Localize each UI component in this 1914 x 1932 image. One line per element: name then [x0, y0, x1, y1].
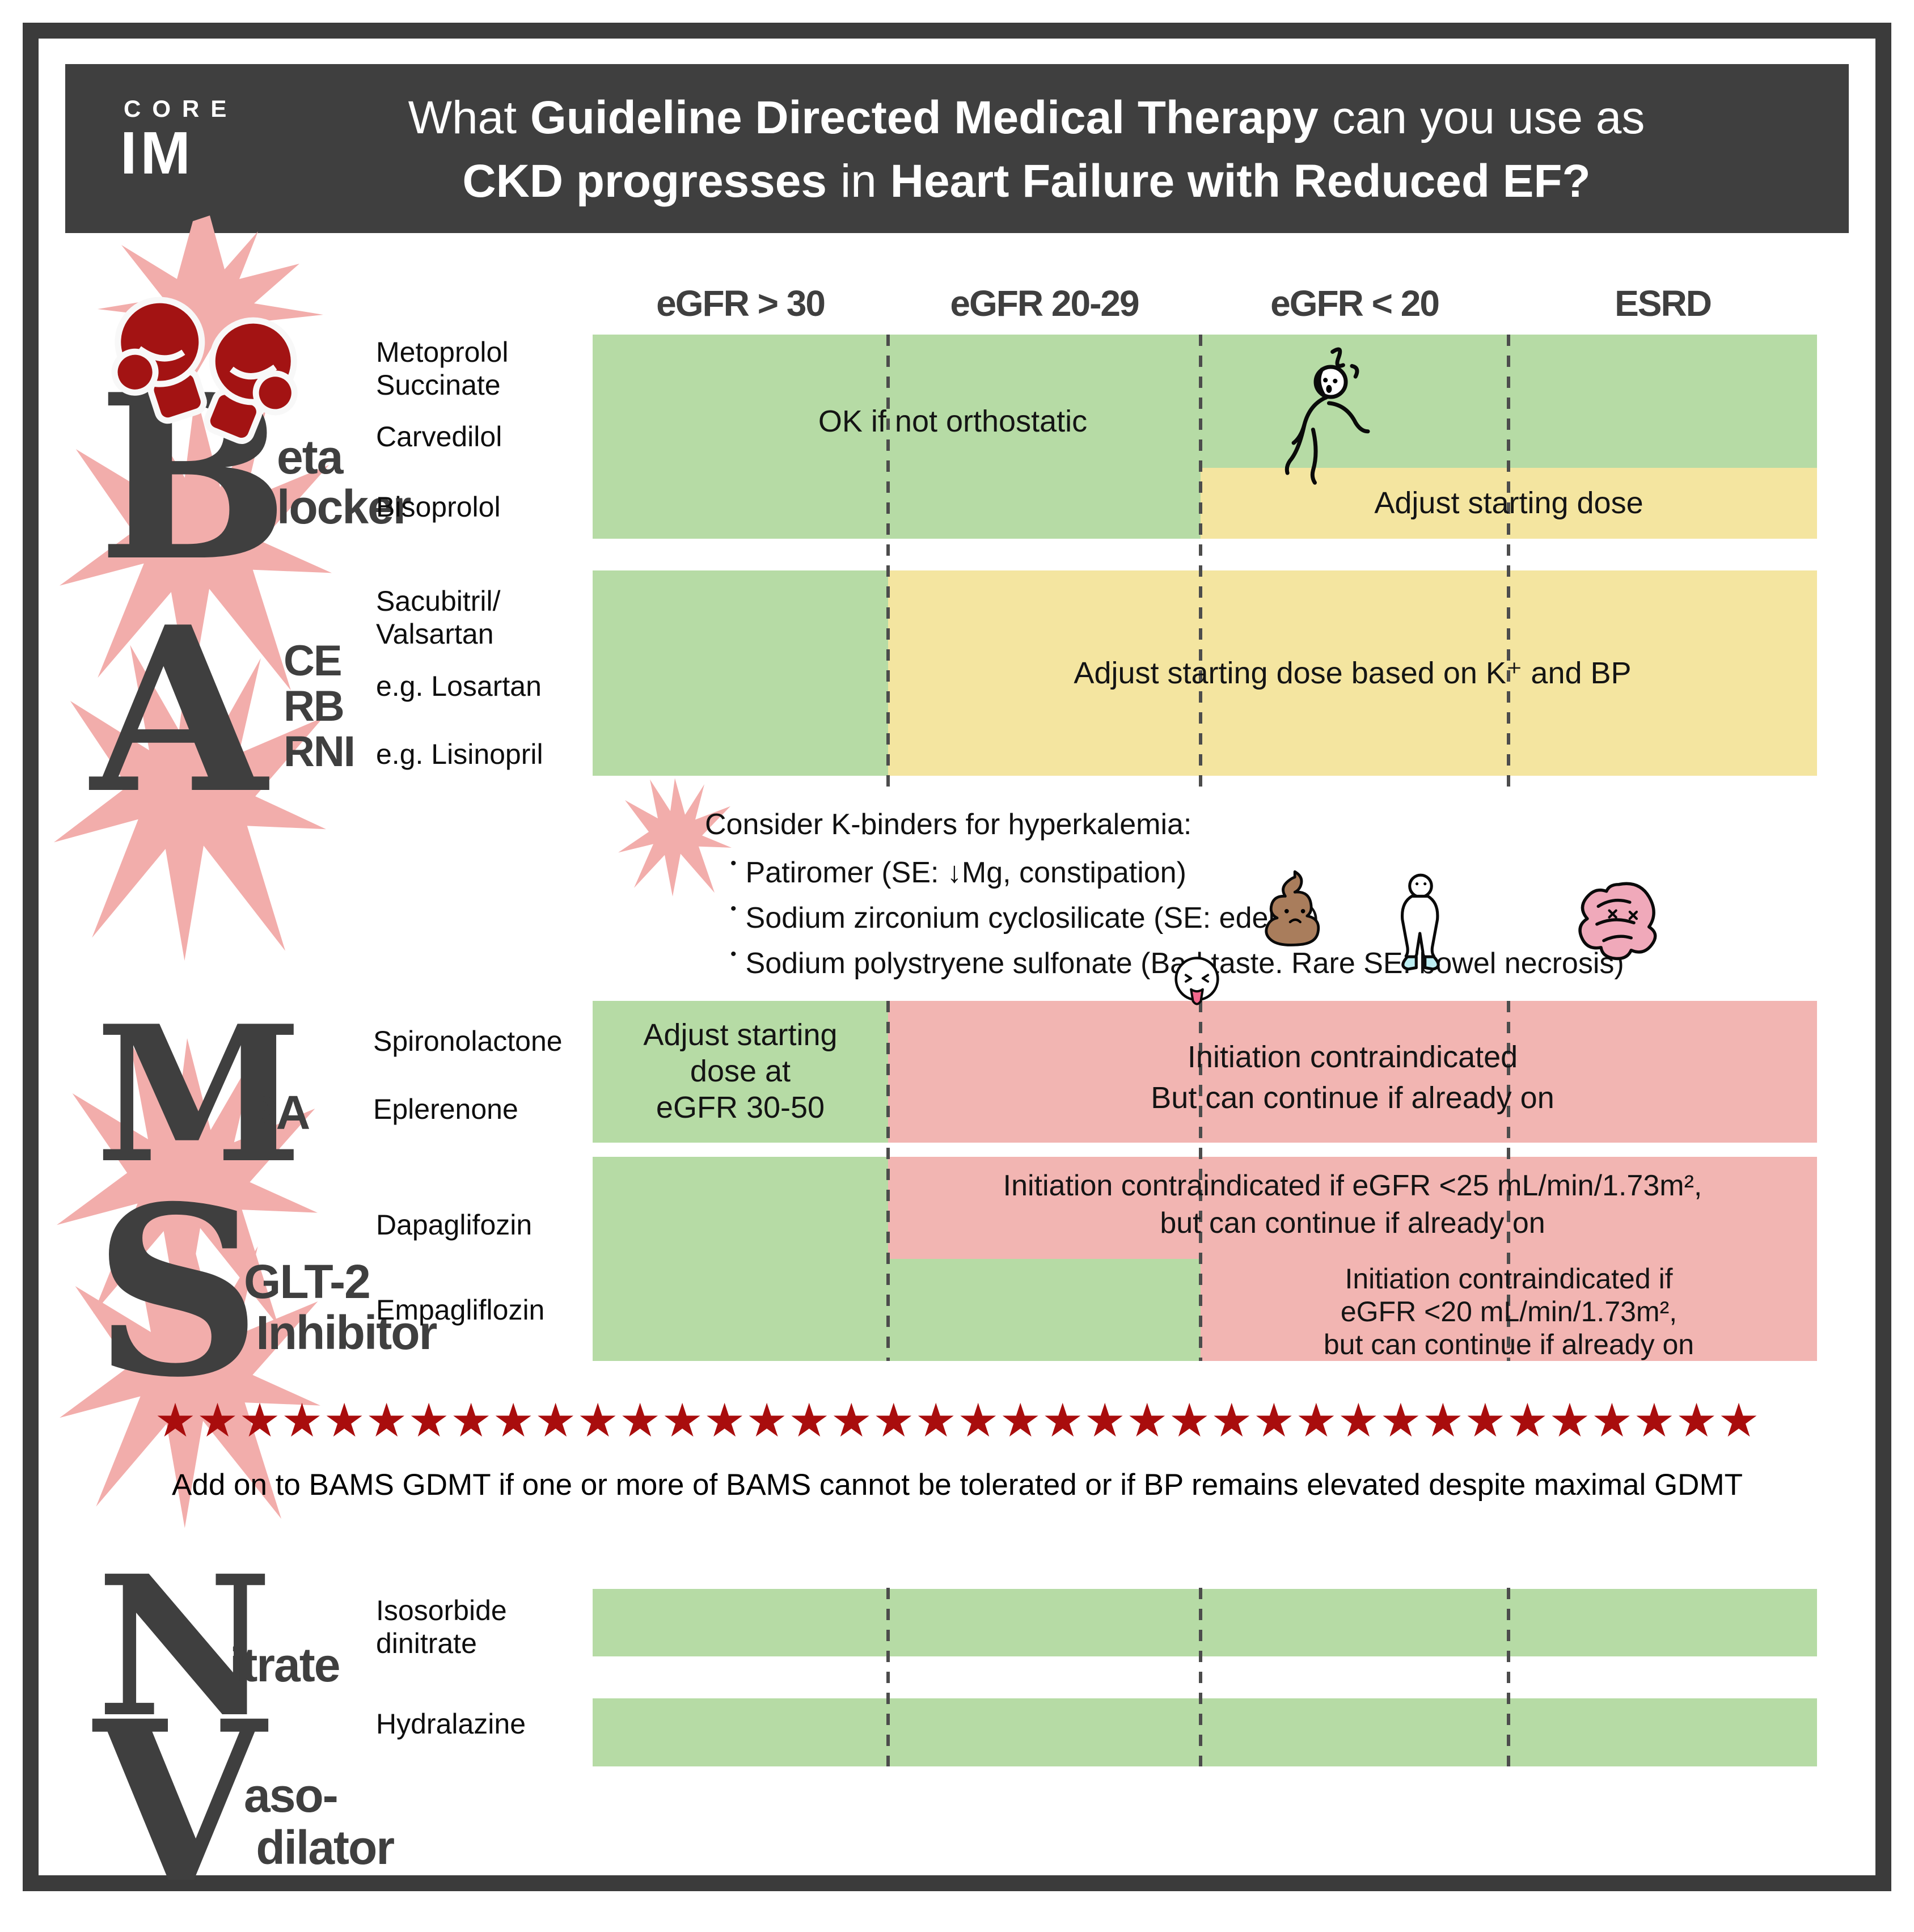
- column-header-egfr-lt-20: eGFR < 20: [1270, 283, 1440, 324]
- bullet-icon: •: [730, 854, 737, 873]
- column-divider-line: [886, 1001, 890, 1361]
- acei-yellow-band: [888, 570, 1817, 776]
- starburst-shape: [54, 641, 326, 961]
- vasodilator-green-band: [593, 1698, 1817, 1766]
- drug-label-spironolactone: Spironolactone: [373, 1025, 563, 1057]
- column-divider-line: [1199, 335, 1202, 788]
- drug-label-carvedilol: Carvedilol: [376, 421, 502, 453]
- drug-label-metoprolol-succinate: Metoprolol Succinate: [376, 336, 509, 401]
- intestine-icon: [1578, 882, 1657, 961]
- title-line-2: CKD progresses in Heart Failure with Reduc…: [462, 155, 1591, 207]
- category-letter-ace-arb-arni: A: [91, 577, 267, 844]
- drug-label-losartan: e.g. Losartan: [376, 670, 542, 702]
- bullet-icon: •: [730, 945, 737, 963]
- mra-pink-band: [888, 1001, 1817, 1143]
- column-divider-line: [886, 1588, 890, 1766]
- mra-green-note: Adjust starting dose at eGFR 30-50: [643, 1018, 838, 1124]
- dizzy-person-icon: [1285, 347, 1370, 485]
- poop-icon: [1265, 870, 1320, 946]
- column-header-esrd: ESRD: [1615, 283, 1712, 324]
- starburst-shape: [618, 778, 732, 897]
- column-divider-line: [1507, 1588, 1510, 1766]
- beta-blocker-green-note: OK if not orthostatic: [818, 404, 1088, 438]
- category-letter-nitrate: N: [96, 1534, 273, 1760]
- sglt2-dapa-note: Initiation contraindicated if eGFR <25 m…: [1003, 1169, 1702, 1240]
- column-divider-line: [1199, 1001, 1202, 1361]
- coreim-logo-bottom: IM: [120, 120, 194, 187]
- column-divider-line: [1507, 335, 1510, 788]
- category-letter-mra: M: [95, 984, 303, 1204]
- mra-pink-note: Initiation contraindicated But can conti…: [1151, 1040, 1554, 1115]
- header-banner: [65, 64, 1849, 233]
- kbinders-title: Consider K-binders for hyperkalemia:: [705, 808, 1192, 841]
- mra-green-band: [593, 1001, 888, 1143]
- tongue-out-face-icon: [1174, 957, 1219, 1005]
- drug-label-eplerenone: Eplerenone: [373, 1093, 518, 1125]
- category-label-sglt2: GLT-2 Inhibitor: [244, 1255, 437, 1359]
- title-line-1: What Guideline Directed Medical Therapy ca…: [408, 92, 1645, 143]
- sglt2-empa-green-band: [593, 1259, 1201, 1361]
- drug-label-isosorbide-dinitrate: Isosorbide dinitrate: [376, 1595, 507, 1659]
- acei-green-band: [593, 570, 888, 776]
- sglt2-dapa-pink-band: [888, 1157, 1817, 1259]
- category-letter-sglt2: S: [94, 1155, 262, 1428]
- nitrate-green-band: [593, 1589, 1817, 1656]
- kbinders-item-szc: • Sodium zirconium cyclosilicate (SE: ede…: [730, 899, 1319, 935]
- drug-label-bisoprolol: Bisoprolol: [376, 491, 501, 523]
- bullet-icon: •: [730, 899, 737, 918]
- column-divider-line: [1199, 1588, 1202, 1766]
- coreim-logo-top: CORE: [124, 95, 238, 122]
- drug-label-empagliflozin: Empagliflozin: [376, 1294, 545, 1326]
- beta-blocker-yellow-note: Adjust starting dose: [1374, 486, 1643, 520]
- category-label-beta-blocker: eta locker: [277, 430, 411, 534]
- sglt2-empa-note: Initiation contraindicated if eGFR <20 m…: [1323, 1263, 1695, 1360]
- column-header-egfr-20-29: eGFR 20-29: [950, 283, 1139, 324]
- acei-yellow-note: Adjust starting dose based on K⁺ and BP: [1074, 656, 1632, 690]
- outer-frame: [23, 23, 1891, 1891]
- star-divider: ★★★★★★★★★★★★★★★★★★★★★★★★★★★★★★★★★★★★★★: [154, 1395, 1760, 1447]
- kbinders-item-patiromer: • Patiromer (SE: ↓Mg, constipation): [730, 854, 1186, 889]
- category-label-mra: RA: [243, 1086, 310, 1139]
- sglt2-dapa-green-band: [593, 1157, 888, 1259]
- column-header-egfr-gt-30: eGFR > 30: [656, 283, 826, 324]
- drug-label-lisinopril: e.g. Lisinopril: [376, 738, 543, 770]
- category-label-nitrate: itrate: [230, 1638, 340, 1692]
- starburst-shape: [60, 1231, 320, 1528]
- drug-label-sacubitril-valsartan: Sacubitril/ Valsartan: [376, 585, 501, 650]
- column-divider-line: [886, 335, 890, 788]
- column-divider-line: [1507, 1001, 1510, 1361]
- category-label-vasodilator: aso- dilator: [244, 1769, 395, 1874]
- page-title: What Guideline Directed Medical Therapy ca…: [238, 86, 1815, 213]
- starburst-shape: [60, 392, 332, 700]
- edema-person-icon: [1400, 873, 1440, 971]
- boxing-gloves-icon: [98, 215, 323, 444]
- drug-label-dapagliflozin: Dapaglifozin: [376, 1209, 533, 1241]
- category-label-ace-arb-arni: CE RB RNI: [284, 637, 356, 776]
- drug-label-hydralazine: Hydralazine: [376, 1708, 526, 1740]
- addon-note: Add on to BAMS GDMT if one or more of BA…: [172, 1468, 1743, 1502]
- category-letter-vasodilator: V: [94, 1672, 265, 1932]
